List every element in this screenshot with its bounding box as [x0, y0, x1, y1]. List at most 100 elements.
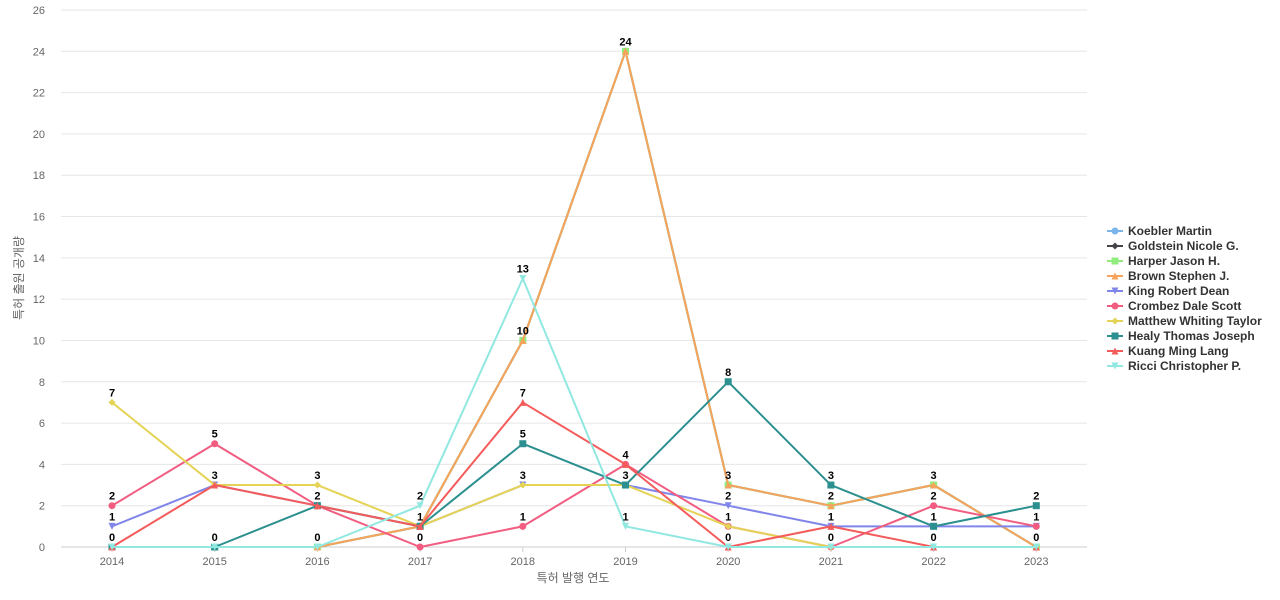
series-line[interactable]	[111, 401, 1037, 548]
data-point[interactable]	[827, 502, 835, 510]
data-point[interactable]	[108, 398, 116, 406]
x-tick-label: 2014	[100, 556, 124, 568]
data-point[interactable]	[416, 502, 424, 510]
legend-marker[interactable]	[1111, 362, 1119, 370]
data-point[interactable]	[827, 481, 835, 489]
legend-item[interactable]: King Robert Dean	[1107, 284, 1229, 298]
legend-marker[interactable]	[1111, 227, 1119, 235]
legend-marker[interactable]	[1111, 302, 1119, 310]
x-tick-label: 2018	[511, 556, 535, 568]
data-label: 0	[828, 532, 834, 544]
data-point[interactable]	[416, 543, 424, 551]
legend-item[interactable]: Crombez Dale Scott	[1107, 299, 1241, 313]
data-point[interactable]	[930, 543, 938, 551]
data-point[interactable]	[1032, 522, 1040, 530]
x-tick-label: 2023	[1024, 556, 1048, 568]
data-point[interactable]	[622, 460, 629, 468]
legend-item[interactable]: Harper Jason H.	[1107, 254, 1220, 268]
data-point[interactable]	[724, 502, 732, 510]
data-point[interactable]	[724, 543, 732, 551]
data-label: 2	[828, 491, 834, 503]
data-point[interactable]	[108, 502, 116, 510]
x-tick-label: 2016	[305, 556, 329, 568]
y-axis-title: 특허 출원 공개량	[12, 236, 26, 320]
data-point[interactable]	[930, 522, 938, 530]
data-point[interactable]	[519, 440, 527, 448]
series-line[interactable]	[112, 277, 1037, 548]
data-point[interactable]	[211, 481, 219, 489]
data-label: 3	[725, 470, 731, 482]
y-tick-label: 8	[39, 377, 45, 389]
data-point[interactable]	[622, 522, 629, 530]
data-point[interactable]	[313, 543, 321, 551]
series-group[interactable]	[108, 275, 1040, 551]
legend-marker[interactable]	[1111, 332, 1119, 340]
data-label: 2	[417, 491, 423, 503]
series-line[interactable]	[112, 380, 1037, 548]
series-group[interactable]	[108, 440, 1040, 551]
data-label: 2	[1033, 491, 1039, 503]
data-point[interactable]	[724, 378, 732, 386]
x-axis-title: 특허 발행 연도	[537, 570, 610, 585]
data-point[interactable]	[211, 440, 219, 448]
data-point[interactable]	[519, 336, 527, 344]
legend-label: Harper Jason H.	[1128, 254, 1220, 268]
y-tick-label: 12	[33, 294, 45, 306]
legend-item[interactable]: Ricci Christopher P.	[1107, 359, 1241, 373]
data-label: 1	[622, 511, 628, 523]
data-point[interactable]	[108, 522, 116, 530]
series-group[interactable]	[108, 398, 1040, 551]
data-label: 5	[212, 429, 218, 441]
data-point[interactable]	[724, 481, 732, 489]
legend-item[interactable]: Koebler Martin	[1107, 224, 1212, 238]
data-point[interactable]	[622, 47, 629, 55]
data-label: 3	[622, 470, 628, 482]
data-point[interactable]	[622, 481, 629, 489]
data-point[interactable]	[313, 502, 321, 510]
legend-marker[interactable]	[1111, 347, 1119, 355]
data-point[interactable]	[519, 275, 527, 282]
data-label: 0	[1033, 532, 1039, 544]
data-point[interactable]	[724, 522, 732, 530]
legend-marker[interactable]	[1111, 257, 1119, 265]
data-label: 2	[109, 491, 115, 503]
data-point[interactable]	[519, 522, 527, 530]
series-group[interactable]	[108, 398, 1040, 551]
legend-item[interactable]: Brown Stephen J.	[1107, 269, 1229, 283]
data-label: 2	[931, 491, 937, 503]
data-point[interactable]	[1032, 502, 1040, 510]
legend-item[interactable]: Goldstein Nicole G.	[1107, 239, 1239, 253]
legend-item[interactable]: Kuang Ming Lang	[1107, 344, 1229, 358]
legend-marker[interactable]	[1111, 272, 1119, 280]
data-point[interactable]	[827, 522, 835, 530]
legend-marker[interactable]	[1111, 317, 1119, 325]
data-point[interactable]	[930, 502, 938, 510]
legend-label: Matthew Whiting Taylor	[1128, 314, 1262, 328]
data-label: 7	[520, 387, 526, 399]
legend-item[interactable]: Healy Thomas Joseph	[1107, 329, 1255, 343]
data-point[interactable]	[1032, 543, 1040, 551]
y-tick-label: 26	[33, 5, 45, 17]
legend-marker[interactable]	[1111, 287, 1119, 295]
legend-label: Koebler Martin	[1128, 224, 1212, 238]
data-label: 2	[314, 491, 320, 503]
data-point[interactable]	[827, 543, 835, 551]
data-point[interactable]	[313, 481, 321, 489]
data-label: 0	[417, 532, 423, 544]
y-tick-label: 18	[33, 170, 45, 182]
data-point[interactable]	[211, 543, 219, 551]
data-point[interactable]	[519, 398, 527, 406]
data-label: 0	[725, 532, 731, 544]
data-point[interactable]	[416, 522, 424, 530]
series-line[interactable]	[111, 442, 1037, 548]
data-point[interactable]	[930, 481, 938, 489]
legend-item[interactable]: Matthew Whiting Taylor	[1107, 314, 1262, 328]
data-label: 1	[931, 511, 937, 523]
data-point[interactable]	[108, 543, 116, 551]
data-label: 2	[725, 491, 731, 503]
series-line[interactable]	[111, 401, 1037, 548]
legend-marker[interactable]	[1111, 242, 1119, 250]
data-point[interactable]	[519, 481, 527, 489]
